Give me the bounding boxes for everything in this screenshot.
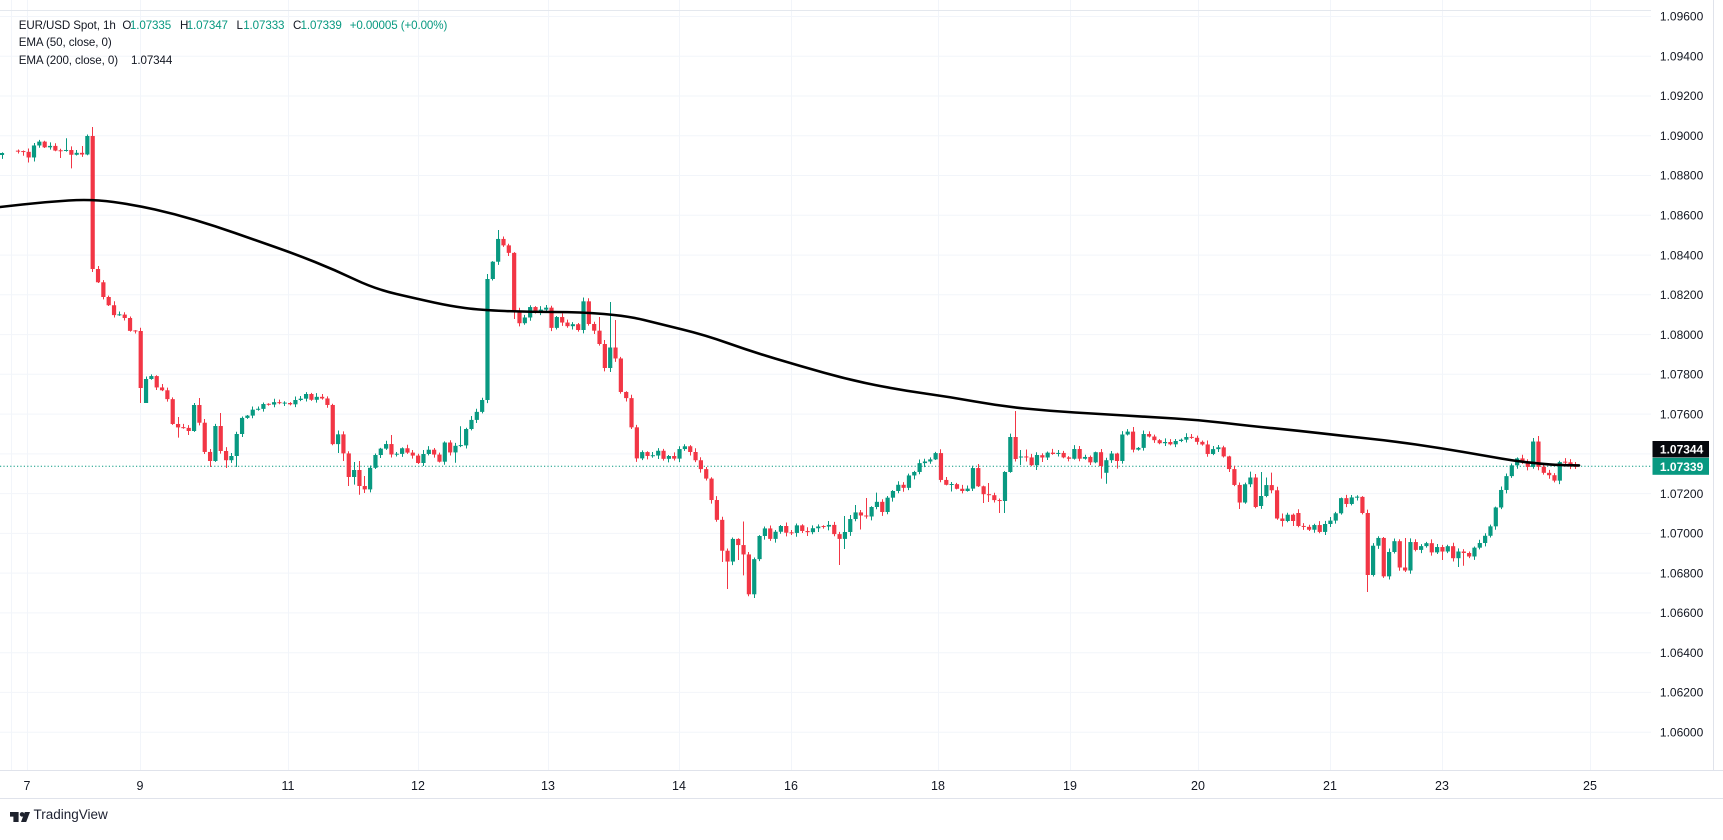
svg-text:1.07339: 1.07339 [301,19,342,32]
svg-text:20: 20 [1191,779,1205,793]
svg-text:9: 9 [137,779,144,793]
svg-text:1.08200: 1.08200 [1660,288,1704,302]
svg-text:1.07339: 1.07339 [1660,460,1704,474]
svg-text:O: O [122,19,131,32]
svg-text:19: 19 [1063,779,1077,793]
svg-text:25: 25 [1583,779,1597,793]
svg-text:23: 23 [1435,779,1449,793]
svg-text:1.06800: 1.06800 [1660,566,1704,580]
svg-text:1.06400: 1.06400 [1660,646,1704,660]
svg-text:1.07600: 1.07600 [1660,407,1704,421]
svg-text:16: 16 [784,779,798,793]
svg-text:EMA (200, close, 0): EMA (200, close, 0) [19,54,119,67]
svg-text:18: 18 [931,779,945,793]
svg-text:1.08400: 1.08400 [1660,248,1704,262]
svg-text:1.07333: 1.07333 [243,19,284,32]
svg-text:1.07800: 1.07800 [1660,368,1704,382]
svg-text:12: 12 [411,779,425,793]
svg-text:1.09400: 1.09400 [1660,50,1704,64]
svg-text:1.09200: 1.09200 [1660,89,1704,103]
svg-text:11: 11 [282,779,295,793]
svg-text:1.08800: 1.08800 [1660,169,1704,183]
svg-text:1.06600: 1.06600 [1660,606,1704,620]
svg-text:+0.00005 (+0.00%): +0.00005 (+0.00%) [350,19,448,32]
svg-text:H: H [180,19,188,32]
svg-text:1.07347: 1.07347 [187,19,228,32]
svg-text:1.09600: 1.09600 [1660,10,1704,24]
svg-text:1.08600: 1.08600 [1660,209,1704,223]
svg-text:EMA (50, close, 0): EMA (50, close, 0) [19,36,112,49]
svg-text:13: 13 [541,779,555,793]
svg-text:1.07200: 1.07200 [1660,487,1704,501]
svg-text:1.09000: 1.09000 [1660,129,1704,143]
svg-text:7: 7 [24,779,31,793]
svg-text:1.07344: 1.07344 [131,54,173,67]
svg-text:21: 21 [1323,779,1337,793]
svg-text:L: L [237,19,244,32]
svg-text:14: 14 [672,779,686,793]
svg-text:C: C [293,19,301,32]
svg-text:1.07344: 1.07344 [1660,443,1704,457]
svg-text:1.08000: 1.08000 [1660,328,1704,342]
svg-text:1.06000: 1.06000 [1660,725,1704,739]
svg-text:1.06200: 1.06200 [1660,686,1704,700]
svg-text:EUR/USD Spot, 1h: EUR/USD Spot, 1h [19,19,116,32]
svg-text:1.07000: 1.07000 [1660,527,1704,541]
svg-text:1.07335: 1.07335 [130,19,171,32]
svg-text:TradingView: TradingView [34,807,109,822]
